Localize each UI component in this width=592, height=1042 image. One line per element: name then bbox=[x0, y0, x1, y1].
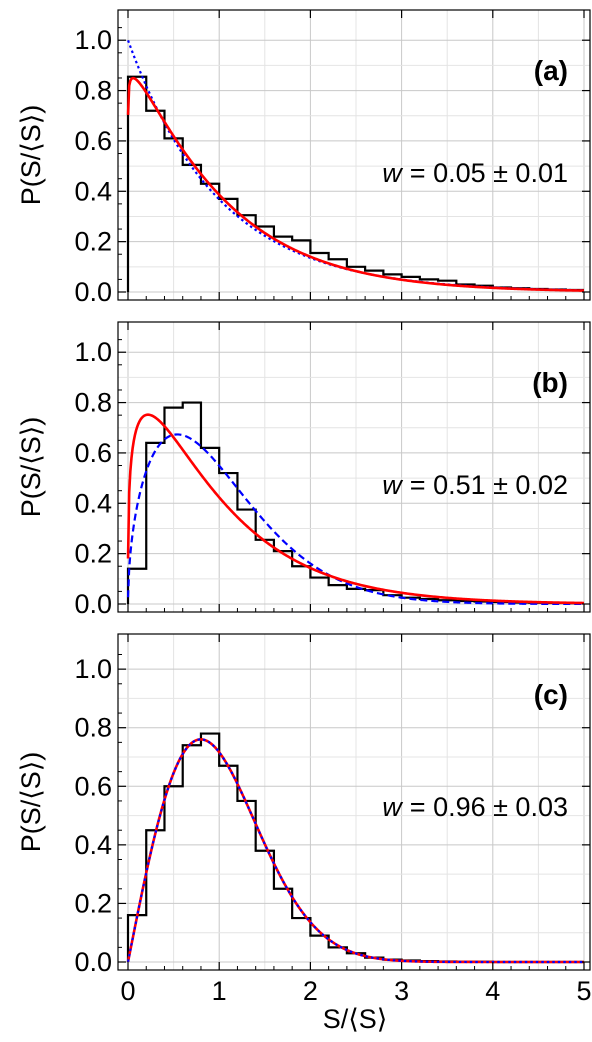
y-tick-label: 0.2 bbox=[74, 227, 112, 257]
y-tick-label: 1.0 bbox=[74, 25, 112, 55]
fit-curve-wigner bbox=[126, 738, 584, 964]
panel-a: 0.0 0.2 0.4 0.6 0.8 1.0 P(S/⟨S⟩) (a) w = 0.05 ± 0… bbox=[16, 9, 591, 307]
panel-c: 0.0 0.2 0.4 0.6 0.8 1.0 0 1 2 3 4 5 P(S/⟨S⟩) (c) w = 0.… bbox=[16, 633, 592, 1006]
ticks bbox=[118, 322, 590, 612]
w-value: = 0.96 ± 0.03 bbox=[410, 792, 568, 822]
y-axis-title: P(S/⟨S⟩) bbox=[16, 417, 46, 518]
y-tick-label: 0.2 bbox=[74, 888, 112, 918]
grid bbox=[118, 10, 590, 300]
y-tick-label: 0.8 bbox=[74, 713, 112, 743]
fit-curve-weibull bbox=[126, 76, 585, 292]
plot-frame bbox=[117, 9, 591, 301]
panel-label: (b) bbox=[532, 367, 568, 398]
x-tick-label: 4 bbox=[485, 976, 500, 1006]
y-tick-label: 0.6 bbox=[74, 126, 112, 156]
y-tick-label: 0.4 bbox=[74, 488, 112, 518]
y-tick-label: 1.0 bbox=[74, 337, 112, 367]
fit-curve-alt bbox=[126, 413, 585, 605]
grid bbox=[118, 322, 590, 612]
x-tick-label: 0 bbox=[120, 976, 135, 1006]
w-annotation: w = 0.96 ± 0.03 bbox=[382, 792, 568, 822]
y-tick-label: 0.4 bbox=[74, 830, 112, 860]
y-tick-label: 0.8 bbox=[74, 388, 112, 418]
w-symbol: w bbox=[382, 470, 403, 500]
y-tick-label: 0.4 bbox=[74, 176, 112, 206]
x-tick-label: 3 bbox=[394, 976, 409, 1006]
ticks bbox=[118, 10, 590, 300]
fit-curve-weibull bbox=[126, 433, 585, 606]
x-tick-label: 2 bbox=[303, 976, 318, 1006]
w-symbol: w bbox=[382, 792, 403, 822]
x-axis-title: S/⟨S⟩ bbox=[323, 1004, 388, 1034]
y-tick-label: 1.0 bbox=[74, 654, 112, 684]
plot-frame bbox=[117, 633, 591, 971]
y-tick-label: 0.2 bbox=[74, 539, 112, 569]
panels: 0.00.20.40.60.81.0P(S/⟨S⟩)(a)w = 0.05 ± 0… bbox=[16, 9, 592, 1006]
y-axis-title: P(S/⟨S⟩) bbox=[16, 752, 46, 853]
panel-b: 0.0 0.2 0.4 0.6 0.8 1.0 P(S/⟨S⟩) (b) w = 0.51 ± 0… bbox=[16, 321, 591, 619]
w-symbol: w bbox=[382, 158, 403, 188]
plot-frame bbox=[117, 321, 591, 613]
x-tick-label: 1 bbox=[212, 976, 227, 1006]
y-tick-label: 0.0 bbox=[74, 947, 112, 977]
w-annotation: w = 0.51 ± 0.02 bbox=[382, 470, 568, 500]
y-tick-label: 0.6 bbox=[74, 438, 112, 468]
y-tick-label: 0.0 bbox=[74, 589, 112, 619]
w-value: = 0.51 ± 0.02 bbox=[410, 470, 568, 500]
y-tick-label: 0.8 bbox=[74, 76, 112, 106]
x-tick-label: 5 bbox=[576, 976, 591, 1006]
y-axis-title: P(S/⟨S⟩) bbox=[16, 105, 46, 206]
y-tick-label: 0.6 bbox=[74, 771, 112, 801]
ticks bbox=[118, 634, 590, 970]
w-value: = 0.05 ± 0.01 bbox=[410, 158, 568, 188]
y-tick-label: 0.0 bbox=[74, 277, 112, 307]
panel-label: (a) bbox=[534, 55, 568, 86]
panel-label: (c) bbox=[534, 679, 568, 710]
w-annotation: w = 0.05 ± 0.01 bbox=[382, 158, 568, 188]
